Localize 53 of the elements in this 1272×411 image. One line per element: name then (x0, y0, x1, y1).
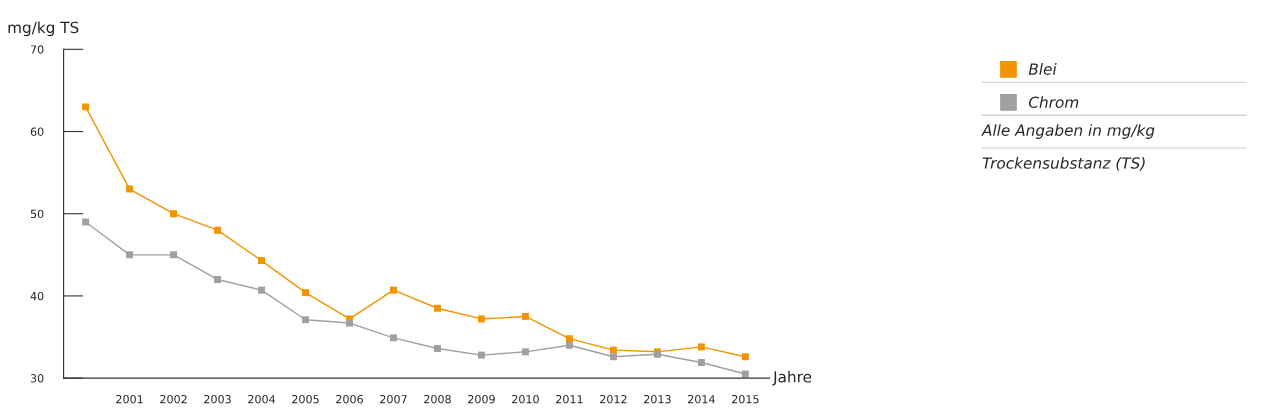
text: Trockensubstanz (TS) (982, 157, 1145, 171)
point (214, 276, 222, 283)
x-tick-label: 2004 (248, 394, 276, 404)
point (741, 353, 749, 361)
y-tick-label: 70 (30, 45, 44, 54)
point (82, 218, 90, 226)
x-tick-label: 2010 (512, 394, 539, 404)
x-tick-label: 2015 (732, 394, 759, 404)
legend-label: Blei (1028, 63, 1057, 75)
point (302, 316, 309, 324)
y-axis-title: mg/kg TS (8, 21, 79, 37)
x-tick-label: 2001 (116, 394, 143, 404)
x-tick-label: 2006 (336, 394, 363, 404)
text: Alle Angaben in mg/kg (981, 124, 1155, 139)
point (697, 359, 705, 366)
x-tick-label: 2005 (292, 394, 319, 404)
legend-label: Chrom (1028, 96, 1079, 109)
y-tick-label: 50 (30, 209, 44, 219)
y-tick-label: 60 (30, 127, 44, 136)
point (434, 345, 441, 352)
point (126, 185, 134, 193)
point (521, 348, 529, 356)
x-tick-label: 2003 (204, 394, 231, 404)
point (170, 210, 178, 218)
point (390, 286, 397, 294)
point (477, 351, 485, 359)
point (258, 286, 266, 294)
x-tick-label: 2013 (644, 394, 671, 404)
y-tick-label: 40 (30, 291, 44, 301)
point (697, 343, 705, 351)
point (521, 313, 529, 320)
point (258, 257, 266, 265)
y-tick-label: 30 (30, 374, 44, 383)
x-tick-label: 2002 (160, 394, 187, 404)
point (565, 341, 573, 349)
point (565, 335, 573, 343)
x-tick-label: 2012 (600, 394, 627, 404)
point (477, 315, 485, 323)
x-tick-label: 2009 (468, 394, 495, 404)
x-tick-label: 2011 (556, 394, 583, 404)
point (302, 289, 309, 297)
point (390, 334, 397, 342)
point (609, 353, 617, 361)
x-axis-title: Jahre (772, 370, 812, 386)
point (126, 251, 134, 259)
point (170, 251, 178, 259)
x-tick-label: 2007 (380, 394, 407, 404)
point (214, 226, 222, 234)
point (434, 304, 441, 312)
x-tick-label: 2014 (688, 394, 715, 404)
point (82, 103, 90, 111)
x-tick-label: 2008 (424, 394, 451, 404)
point (346, 319, 353, 327)
